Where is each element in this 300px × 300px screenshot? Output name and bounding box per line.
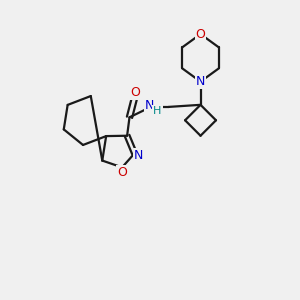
Text: O: O [117,166,127,179]
Text: N: N [145,99,154,112]
Text: O: O [196,28,206,40]
Text: H: H [153,106,162,116]
Text: O: O [130,86,140,99]
Text: N: N [196,75,205,88]
Text: N: N [134,149,144,162]
